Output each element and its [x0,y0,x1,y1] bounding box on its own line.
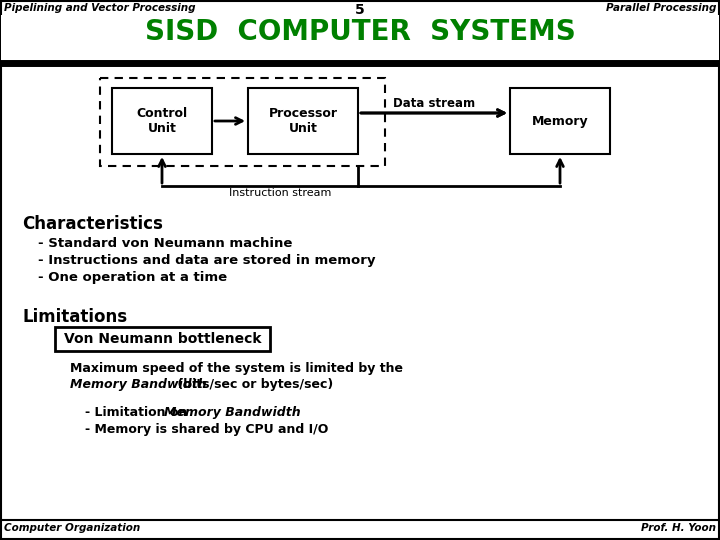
Text: Control
Unit: Control Unit [136,107,188,135]
Bar [112,88,212,154]
Text: (bits/sec or bytes/sec): (bits/sec or bytes/sec) [173,378,333,391]
Bar [55,327,270,351]
Text: Data stream: Data stream [393,97,475,110]
Text: SISD  COMPUTER  SYSTEMS: SISD COMPUTER SYSTEMS [145,18,575,46]
Text: Memory Bandwidth: Memory Bandwidth [164,406,301,419]
Text: Memory Bandwidth: Memory Bandwidth [70,378,207,391]
Text: 5: 5 [355,3,365,17]
Text: Instruction stream: Instruction stream [229,188,331,198]
Text: Maximum speed of the system is limited by the: Maximum speed of the system is limited b… [70,362,403,375]
Text: Parallel Processing: Parallel Processing [606,3,716,13]
Text: - Standard von Neumann machine: - Standard von Neumann machine [38,237,292,250]
Bar [248,88,358,154]
Bar [510,88,610,154]
Text: Prof. H. Yoon: Prof. H. Yoon [641,523,716,533]
Text: Limitations: Limitations [22,308,127,326]
Text: Memory: Memory [531,114,588,127]
Text: - One operation at a time: - One operation at a time [38,271,227,284]
Text: Characteristics: Characteristics [22,215,163,233]
Text: - Memory is shared by CPU and I/O: - Memory is shared by CPU and I/O [85,423,328,436]
Text: Von Neumann bottleneck: Von Neumann bottleneck [64,332,261,346]
Text: Processor
Unit: Processor Unit [269,107,338,135]
Text: Pipelining and Vector Processing: Pipelining and Vector Processing [4,3,196,13]
Text: - Instructions and data are stored in memory: - Instructions and data are stored in me… [38,254,376,267]
Text: Computer Organization: Computer Organization [4,523,140,533]
Bar [1,15,719,63]
Bar [100,78,385,166]
Text: - Limitation on: - Limitation on [85,406,192,419]
